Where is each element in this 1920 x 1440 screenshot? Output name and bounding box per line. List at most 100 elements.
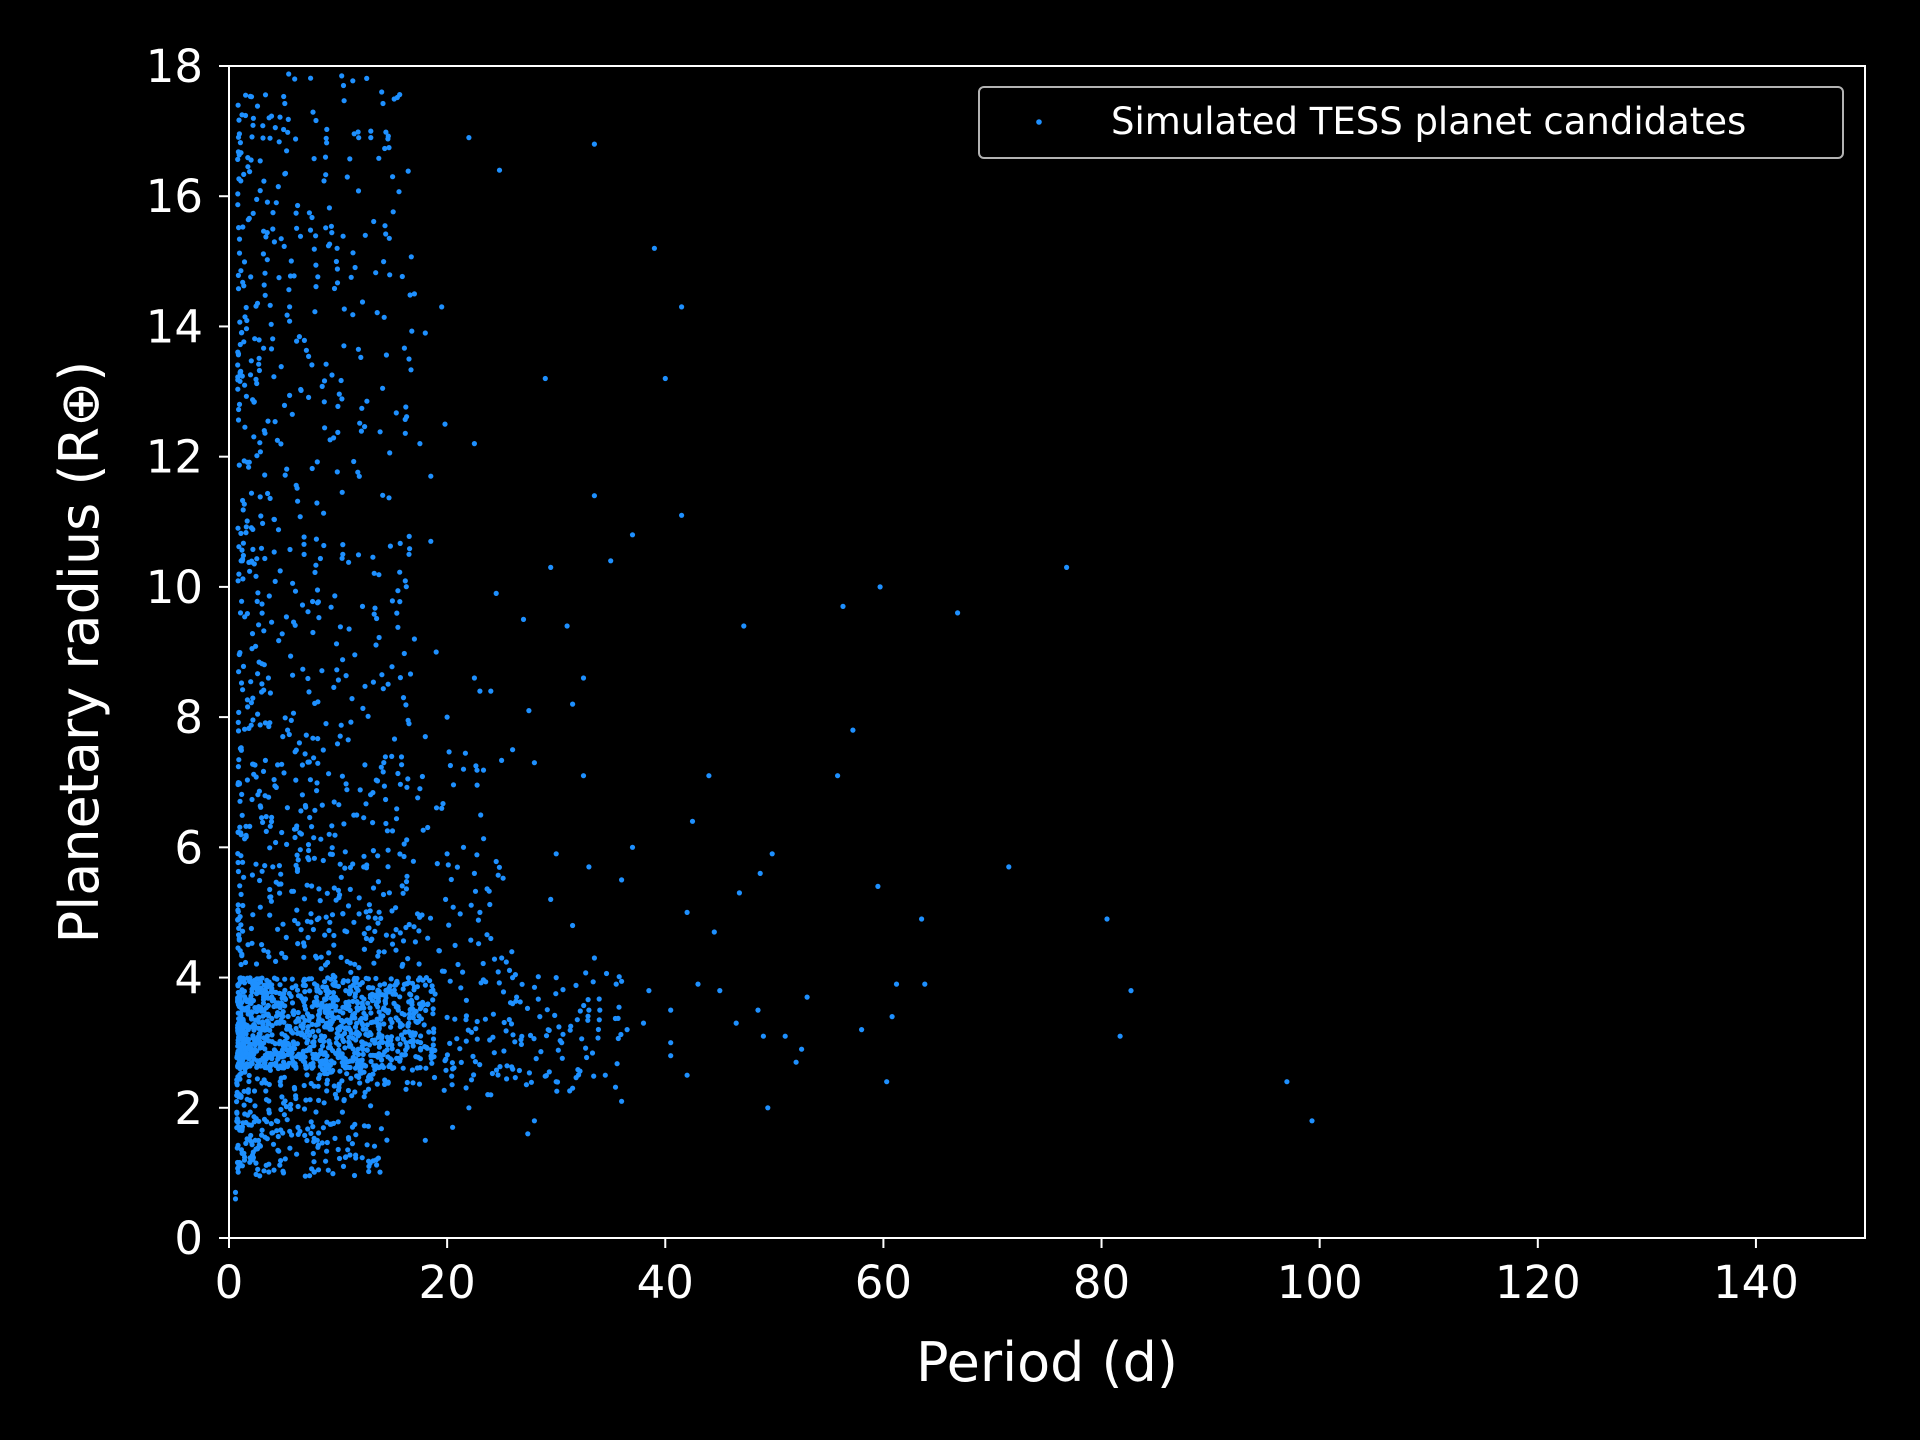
data-point (257, 449, 263, 455)
data-point (235, 377, 241, 383)
data-point (246, 1056, 252, 1062)
data-point (284, 1047, 290, 1053)
data-point (301, 534, 307, 540)
data-point (315, 1028, 322, 1034)
data-point (377, 982, 383, 988)
data-point (364, 1142, 370, 1148)
data-point (268, 321, 274, 327)
data-point (294, 987, 301, 993)
data-point (393, 816, 400, 822)
legend-label: Simulated TESS planet candidates (1111, 100, 1746, 143)
data-point (362, 1041, 368, 1047)
data-point (331, 285, 338, 292)
data-point (741, 623, 747, 629)
data-point (248, 1014, 254, 1021)
data-point (295, 498, 301, 504)
data-point (476, 941, 482, 947)
data-point (477, 1062, 483, 1068)
data-point (277, 982, 283, 988)
data-point (245, 1027, 251, 1033)
data-point (282, 1156, 288, 1162)
data-point (326, 1038, 332, 1044)
data-point (289, 1132, 295, 1138)
data-point (367, 908, 373, 914)
data-point (280, 1130, 286, 1136)
data-point (310, 109, 316, 115)
data-point (269, 1039, 275, 1045)
data-point (443, 896, 449, 903)
data-point (514, 994, 520, 1000)
data-point (689, 818, 696, 824)
data-point (275, 1147, 281, 1153)
data-point (406, 356, 412, 362)
data-point (496, 167, 503, 173)
data-point (236, 1027, 242, 1033)
data-point (329, 1010, 335, 1016)
data-point (327, 851, 333, 857)
data-point (546, 1069, 552, 1075)
data-point (603, 970, 610, 977)
data-point (325, 243, 332, 249)
data-point (254, 453, 260, 459)
data-point (232, 1189, 239, 1195)
data-point (329, 823, 335, 829)
data-point (574, 1017, 580, 1023)
data-point (261, 178, 267, 184)
data-point (267, 1067, 273, 1073)
data-point (287, 392, 293, 398)
data-point (377, 1039, 384, 1045)
data-point (236, 1020, 242, 1026)
data-point (286, 1041, 292, 1047)
data-point (250, 526, 256, 533)
data-point (321, 1100, 327, 1106)
data-point (323, 1058, 329, 1064)
data-point (850, 727, 856, 733)
data-point (268, 819, 275, 825)
data-point (279, 995, 285, 1001)
data-point (262, 757, 268, 764)
data-point (266, 1161, 272, 1167)
data-point (347, 1020, 353, 1026)
data-point (240, 552, 246, 559)
data-point (336, 1047, 342, 1053)
data-point (251, 399, 257, 405)
data-point (245, 704, 251, 710)
data-point (291, 1008, 297, 1014)
data-point (376, 634, 382, 641)
data-point (284, 1117, 290, 1123)
data-point (545, 1027, 551, 1033)
data-point (246, 1072, 252, 1079)
data-point (270, 989, 276, 995)
data-point (250, 546, 256, 553)
data-point (373, 642, 379, 648)
data-point (295, 1009, 301, 1016)
data-point (253, 303, 259, 309)
data-point (302, 982, 308, 989)
data-point (258, 1004, 264, 1011)
data-point (695, 981, 701, 987)
data-point (510, 1032, 516, 1038)
data-point (309, 465, 315, 472)
data-point (430, 1006, 436, 1012)
data-point (317, 1051, 323, 1057)
data-point (239, 1030, 246, 1036)
legend-box (978, 86, 1844, 159)
data-point (375, 1034, 381, 1040)
data-point (335, 983, 342, 990)
data-point (405, 956, 411, 962)
data-point (488, 688, 494, 694)
data-point (290, 672, 296, 678)
data-point (333, 641, 340, 647)
data-point (239, 987, 245, 993)
data-point (348, 969, 354, 975)
data-point (368, 1103, 374, 1109)
data-point (404, 1045, 410, 1051)
data-point (281, 126, 287, 133)
data-point (444, 1052, 450, 1058)
data-point (308, 1119, 314, 1125)
data-point (241, 259, 248, 265)
data-point (262, 720, 268, 726)
x-tick-label: 60 (855, 1256, 912, 1309)
data-point (411, 291, 417, 297)
data-point (377, 1169, 383, 1175)
